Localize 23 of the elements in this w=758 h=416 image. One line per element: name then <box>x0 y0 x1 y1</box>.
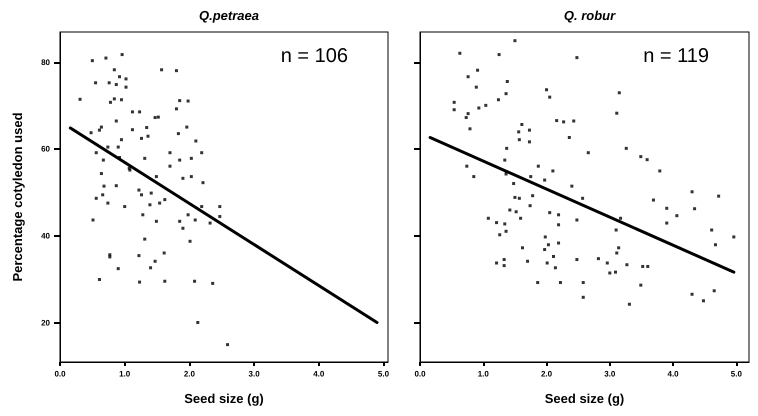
x-tick-label: 2.0 <box>184 370 196 378</box>
x-tick-label: 5.0 <box>378 370 390 378</box>
chart-title: Q.petraea <box>199 8 259 23</box>
x-axis-title: Seed size (g) <box>544 391 624 406</box>
x-tick-label: 2.0 <box>540 370 553 378</box>
x-tick-label: 1.0 <box>478 370 490 378</box>
y-tick-label: 60 <box>41 144 51 154</box>
annotation: n = 106 <box>280 45 348 67</box>
x-tick-label: 4.0 <box>668 370 680 378</box>
chart-title: Q. robur <box>564 8 616 23</box>
x-axis-title: Seed size (g) <box>184 391 264 406</box>
y-tick-label: 80 <box>41 58 51 67</box>
x-tick-label: 0.0 <box>414 370 426 378</box>
x-tick-label: 0.0 <box>54 370 66 378</box>
x-tick-label: 1.0 <box>119 370 131 378</box>
x-tick-label: 5.0 <box>730 370 742 378</box>
y-axis-title: Percentage cotyledon used <box>10 112 25 282</box>
y-tick-label: 40 <box>41 232 51 241</box>
x-tick-label: 3.0 <box>248 370 260 378</box>
annotation: n = 119 <box>643 45 710 67</box>
x-tick-label: 3.0 <box>604 370 616 378</box>
y-tick-label: 20 <box>41 318 51 328</box>
x-tick-label: 4.0 <box>313 370 325 378</box>
